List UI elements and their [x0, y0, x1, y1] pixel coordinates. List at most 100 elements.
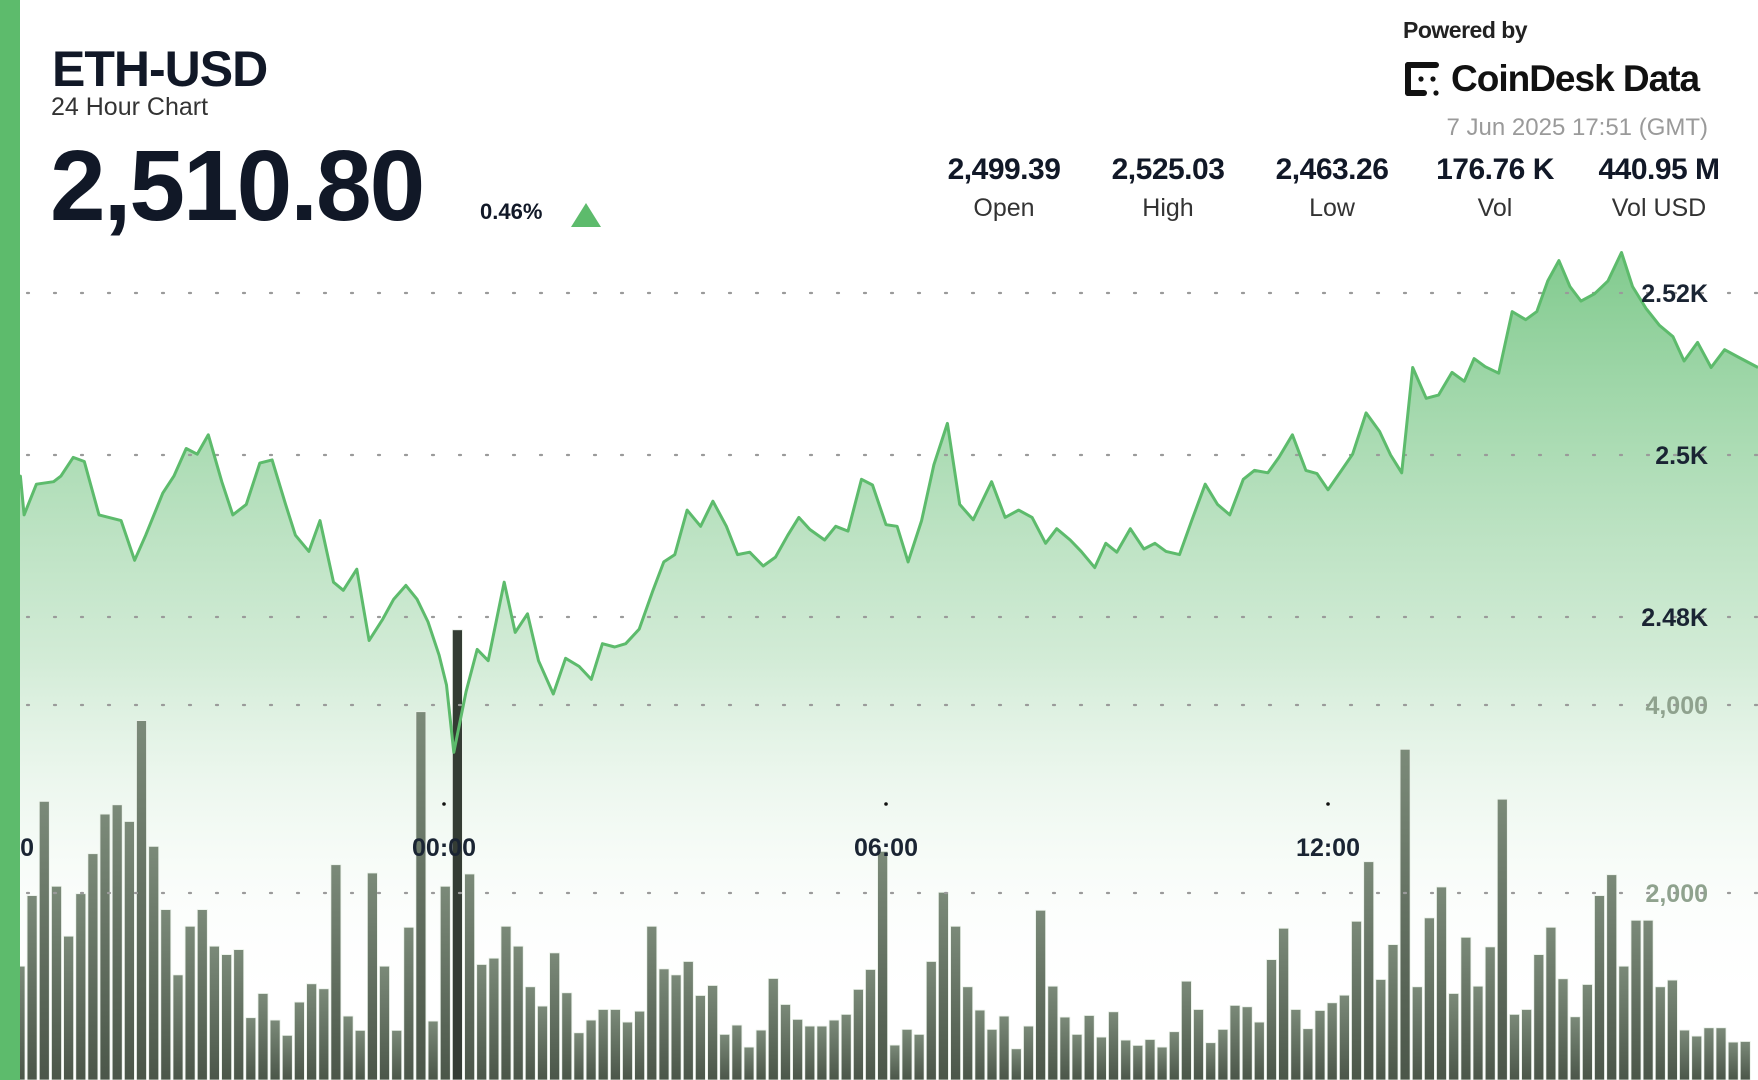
volume-bar: [1460, 936, 1472, 1080]
volume-bar: [1472, 985, 1484, 1080]
volume-bar: [840, 1014, 852, 1080]
volume-bar: [1241, 1006, 1253, 1080]
volume-bar: [877, 851, 888, 1080]
stat-label: High: [1142, 194, 1194, 222]
volume-bar: [196, 909, 208, 1080]
volume-bar: [1691, 1035, 1703, 1080]
volume-bar: [938, 891, 949, 1080]
volume-bar: [1436, 886, 1447, 1080]
accent-bar: [0, 0, 20, 1080]
volume-bar: [111, 804, 123, 1080]
volume-bar: [221, 954, 233, 1080]
volume-bar: [451, 629, 463, 1080]
volume-bar: [974, 1009, 986, 1080]
volume-bar: [1557, 978, 1569, 1080]
volume-bar: [597, 1009, 609, 1080]
time-tick-label: 12:00: [1296, 834, 1360, 862]
volume-bar: [1132, 1045, 1144, 1080]
time-tick-label: 06:00: [854, 834, 918, 862]
volume-bar: [816, 1025, 828, 1080]
volume-bar: [719, 1034, 731, 1080]
volume-bar: [670, 974, 682, 1080]
volume-bar: [1108, 1011, 1119, 1080]
volume-bar: [1484, 946, 1496, 1080]
volume-bar: [184, 925, 196, 1080]
logo-text: CoinDesk Data: [1451, 58, 1700, 99]
volume-bar: [1083, 1015, 1095, 1080]
volume-bar: [1023, 1025, 1034, 1080]
volume-bar: [1387, 944, 1399, 1080]
volume-bar: [646, 925, 658, 1080]
volume-bar: [1290, 1009, 1302, 1080]
volume-bar: [1448, 993, 1460, 1080]
volume-bar: [379, 965, 390, 1080]
volume-bar: [1253, 1021, 1265, 1080]
stat-low: 2,463.26 Low: [1252, 155, 1412, 221]
stat-label: Vol USD: [1611, 194, 1707, 222]
volume-bar: [622, 1021, 633, 1080]
volume-bar: [1727, 1041, 1739, 1080]
stat-label: Open: [973, 194, 1035, 222]
price-tick-label: 2.5K: [1655, 442, 1708, 470]
volume-bar: [233, 949, 245, 1080]
volume-bar: [524, 986, 536, 1080]
time-tick-label: 00:00: [412, 834, 476, 862]
volume-bar: [1496, 798, 1508, 1080]
volume-bar: [330, 864, 342, 1080]
volume-bar: [1120, 1039, 1132, 1080]
volume-bar: [561, 992, 573, 1080]
volume-bar: [1545, 926, 1557, 1080]
volume-bar: [1096, 1036, 1107, 1080]
volume-bar: [427, 1020, 439, 1080]
volume-bar: [828, 1019, 840, 1080]
volume-bar: [962, 986, 974, 1080]
stat-vol: 176.76 K Vol: [1415, 155, 1575, 221]
volume-bar: [1205, 1042, 1217, 1080]
volume-bar: [695, 995, 706, 1080]
volume-bar: [1594, 895, 1605, 1080]
volume-bar: [731, 1024, 743, 1080]
volume-bar: [1509, 1014, 1520, 1080]
volume-bar: [464, 873, 476, 1080]
volume-bar: [1314, 1010, 1326, 1080]
volume-bar: [124, 821, 135, 1080]
stat-open: 2,499.39 Open: [924, 155, 1084, 221]
volume-bar: [1047, 985, 1059, 1080]
volume-bar: [1569, 1016, 1581, 1080]
volume-bar: [172, 974, 184, 1080]
volume-bar: [1679, 1029, 1690, 1080]
volume-bar: [87, 853, 99, 1080]
pair-title: ETH-USD: [52, 41, 268, 97]
volume-bar: [318, 988, 330, 1080]
volume-bar: [585, 1019, 597, 1080]
volume-bar: [1229, 1005, 1241, 1080]
volume-bar: [26, 895, 38, 1080]
volume-bar: [1326, 1002, 1338, 1080]
volume-bar: [160, 909, 172, 1080]
volume-bar: [889, 1044, 901, 1080]
volume-bar: [51, 885, 62, 1080]
volume-bars: [14, 629, 1751, 1080]
volume-bar: [925, 961, 937, 1080]
volume-bar: [148, 846, 160, 1080]
volume-bar: [1411, 986, 1423, 1080]
current-price: 2,510.80: [50, 130, 425, 242]
volume-bar: [488, 957, 500, 1080]
timestamp: 7 Jun 2025 17:51 (GMT): [1446, 114, 1708, 141]
volume-bar: [512, 945, 524, 1080]
volume-bar: [1375, 979, 1387, 1080]
volume-bar: [658, 968, 670, 1080]
volume-bar: [1059, 1016, 1071, 1080]
time-tick-mark: [442, 802, 446, 806]
volume-bar: [1351, 920, 1362, 1080]
volume-bar: [743, 1046, 755, 1080]
volume-bar: [1399, 748, 1411, 1080]
gridlines: [25, 291, 1758, 895]
stat-vol-usd: 440.95 M Vol USD: [1579, 155, 1739, 221]
volume-bar: [1582, 984, 1593, 1080]
volume-bar: [1266, 959, 1277, 1080]
volume-bar: [707, 985, 718, 1080]
time-tick-mark: [1326, 802, 1330, 806]
volume-bar: [63, 935, 74, 1080]
volume-bar: [1606, 874, 1618, 1080]
